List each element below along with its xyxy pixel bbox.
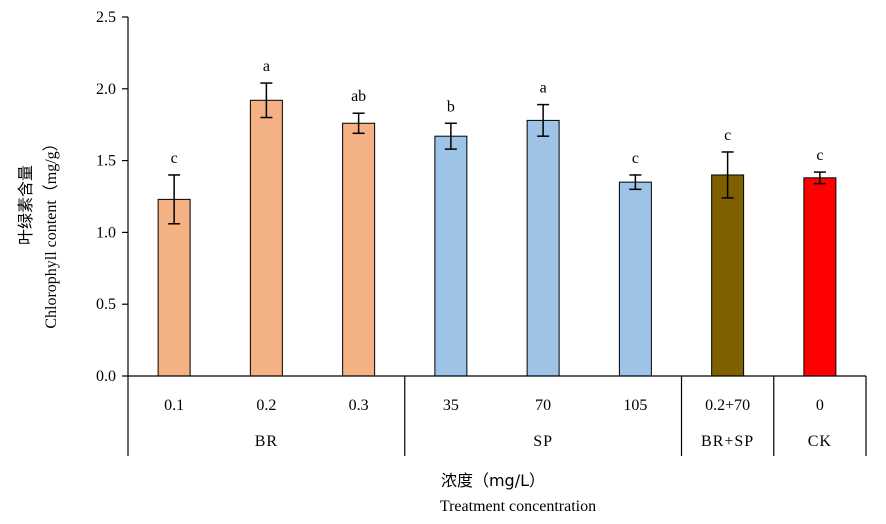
y-tick-label: 1.5 [96, 153, 116, 170]
significance-letter: b [447, 98, 455, 115]
error-bars [168, 82, 826, 225]
y-axis-label-en: Chlorophyll content（mg/g） [42, 135, 60, 328]
significance-letter: c [724, 127, 731, 144]
significance-letter: ab [351, 88, 366, 105]
x-axis-label-en: Treatment concentration [440, 498, 596, 515]
bars [157, 99, 837, 377]
y-tick-label: 1.0 [96, 224, 116, 241]
x-axis: 0.1 0.2 0.3 35 70 105 0.2+70 0 BR SP BR+SP CK [127, 375, 867, 456]
y-tick-label: 2.0 [96, 81, 116, 98]
significance-letter: c [632, 150, 639, 167]
x-group-label: SP [533, 433, 553, 450]
bar [249, 99, 283, 377]
y-axis: 0.0 0.5 1.0 1.5 2.0 2.5 [96, 9, 129, 385]
x-group-label: BR [255, 433, 278, 450]
y-axis-label-cn: 叶绿素含量 [16, 165, 35, 245]
significance-letter: a [263, 58, 270, 75]
bar [803, 177, 837, 377]
y-tick-label: 0.0 [96, 368, 116, 385]
y-tick-label: 0.5 [96, 296, 116, 313]
y-tick-label: 2.5 [96, 9, 116, 26]
x-group-label: CK [808, 433, 832, 450]
bar [526, 119, 560, 377]
x-category-label: 0.2 [256, 397, 276, 414]
x-category-label: 0.2+70 [705, 397, 750, 414]
bar [711, 174, 745, 377]
x-axis-label-cn: 浓度（mg/L） [441, 471, 545, 490]
x-category-label: 0.1 [164, 397, 184, 414]
significance-letter: c [816, 147, 823, 164]
x-category-label: 105 [623, 397, 647, 414]
significance-letter: a [540, 80, 547, 97]
bar [342, 122, 376, 377]
bar [618, 181, 652, 377]
x-category-label: 70 [535, 397, 551, 414]
bar [157, 198, 191, 377]
x-category-label: 0.3 [349, 397, 369, 414]
x-category-label: 0 [816, 397, 824, 414]
significance-letters: c a ab b a c c c [171, 58, 824, 167]
significance-letter: c [171, 150, 178, 167]
x-group-label: BR+SP [701, 433, 754, 450]
x-category-label: 35 [443, 397, 459, 414]
bar [434, 135, 468, 377]
